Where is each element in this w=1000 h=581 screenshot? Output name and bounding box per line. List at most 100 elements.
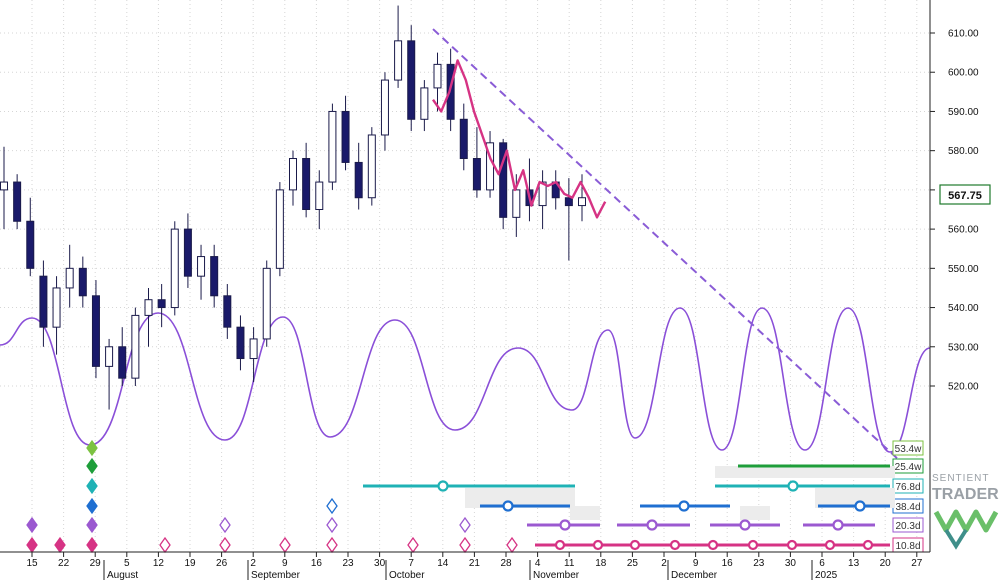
cycle-marker (787, 480, 799, 492)
cycle-marker (824, 539, 836, 551)
cycle-bars: 53.4w 25.4w 76.8d 38.4d 20.3d 10.8d (363, 440, 924, 553)
candle-body (394, 40, 403, 81)
cycle-label-box (892, 440, 924, 456)
y-tick-label: 580.00 (948, 146, 979, 157)
current-price: 567.75 (948, 190, 982, 202)
cycle-label-box (892, 478, 924, 494)
cycle-diamond (86, 439, 98, 457)
cycle-diamond (219, 516, 231, 534)
sentient-trader-logo: SENTIENT TRADER (932, 473, 999, 550)
cycle-diamond (407, 536, 419, 554)
candle-body (328, 110, 337, 183)
month-label: November (533, 570, 580, 581)
cycle-marker (739, 519, 751, 531)
logo-line2: TRADER (932, 486, 999, 503)
trendline-path (432, 28, 906, 466)
candle-body (354, 161, 363, 199)
x-tick-label: 9 (693, 558, 699, 569)
candle-body (13, 181, 22, 222)
candle-body (538, 181, 547, 207)
projection-path (432, 59, 607, 219)
cycle-marker (786, 539, 798, 551)
cycle-marker (707, 539, 719, 551)
candle-body (0, 181, 8, 191)
candle-body (367, 134, 376, 199)
y-tick-label: 560.00 (948, 225, 979, 236)
candle-body (302, 158, 311, 210)
x-tick-label: 27 (911, 558, 923, 569)
candle-body (118, 346, 127, 379)
x-tick-label: 13 (848, 558, 860, 569)
cycle-band (740, 506, 770, 520)
x-tick-label: 18 (595, 558, 607, 569)
month-label: 2025 (815, 570, 838, 581)
candle-body (52, 287, 61, 328)
cycle-marker (629, 539, 641, 551)
cycle-band (815, 488, 895, 508)
current-price-badge: 567.75 (939, 184, 991, 205)
candle-body (131, 314, 140, 379)
y-tick-label: 590.00 (948, 107, 979, 118)
y-axis: 520.00530.00540.00550.00560.00570.00580.… (929, 0, 979, 552)
x-tick-label: 15 (26, 558, 38, 569)
candle-body (249, 338, 258, 360)
candle-body (223, 295, 232, 328)
candle-body (105, 346, 114, 367)
candle-body (144, 299, 153, 316)
cycle-diamond (86, 497, 98, 515)
candle-body (341, 110, 350, 163)
y-tick-label: 550.00 (948, 264, 979, 275)
x-tick-label: 9 (282, 558, 288, 569)
candle-body (39, 275, 48, 328)
cycle-band (465, 488, 575, 508)
cycle-label: 53.4w (895, 444, 922, 455)
cycle-diamond (86, 457, 98, 475)
cycle-label-box (892, 517, 924, 533)
cycle-diamonds (26, 439, 518, 554)
cycle-label: 20.3d (895, 521, 920, 532)
x-tick-label: 4 (535, 558, 541, 569)
y-tick-label: 520.00 (948, 382, 979, 393)
cycle-band (715, 466, 895, 478)
x-tick-label: 20 (880, 558, 892, 569)
candle-body (275, 189, 284, 269)
cycle-marker (592, 539, 604, 551)
y-tick-label: 530.00 (948, 342, 979, 353)
cycle-marker (862, 539, 874, 551)
x-tick-label: 21 (469, 558, 481, 569)
candle-body (26, 220, 35, 269)
y-tick-label: 540.00 (948, 303, 979, 314)
cycle-label: 38.4d (895, 502, 920, 513)
cycle-diamond (279, 536, 291, 554)
cycle-label: 25.4w (895, 462, 922, 473)
cycle-diamond (86, 477, 98, 495)
month-label: December (671, 570, 718, 581)
cycle-label: 10.8d (895, 541, 920, 552)
x-tick-label: 16 (311, 558, 323, 569)
cycle-diamond (326, 516, 338, 534)
candle-body (170, 228, 179, 309)
cycle-diamond (86, 516, 98, 534)
cycle-marker (747, 539, 759, 551)
cycle-marker (554, 539, 566, 551)
x-tick-label: 11 (564, 558, 575, 569)
candle-body (407, 40, 416, 120)
candle-body (197, 256, 206, 277)
cycle-wave-path (0, 307, 931, 453)
candle-body (91, 295, 100, 367)
cycle-diamond (326, 536, 338, 554)
x-tick-label: 7 (408, 558, 414, 569)
cycle-marker (669, 539, 681, 551)
x-tick-label: 29 (90, 558, 102, 569)
candle-body (78, 267, 87, 297)
candle-body (289, 158, 297, 191)
trendline (432, 28, 906, 466)
projection-line (432, 59, 607, 219)
x-tick-label: 30 (374, 558, 386, 569)
cycle-diamond (459, 516, 471, 534)
candle-body (236, 326, 245, 360)
candle-body (472, 158, 481, 191)
x-tick-label: 23 (342, 558, 354, 569)
month-label: October (389, 570, 425, 581)
candle-body (157, 299, 166, 309)
